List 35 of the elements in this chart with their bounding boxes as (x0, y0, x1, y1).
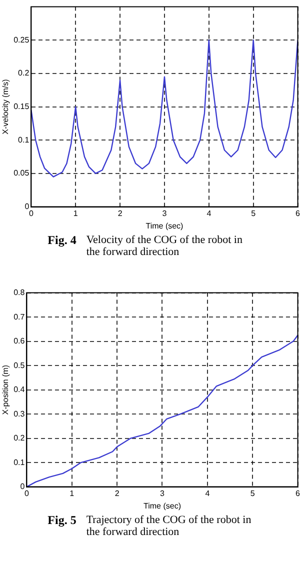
text: Trajectory of the COG of the robot in the forward direction (86, 514, 252, 538)
x-tick-label: 6 (296, 488, 301, 498)
x-tick-label: 3 (162, 208, 168, 218)
y-tick-label: 0.05 (14, 168, 30, 178)
x-tick-label: 2 (118, 208, 123, 218)
y-tick-label: 0.2 (14, 434, 26, 443)
text: Velocity of the COG of the robot in the forward direction (86, 234, 244, 258)
x-tick-label: 2 (114, 488, 120, 498)
y-tick-label: 0.15 (14, 102, 30, 112)
y-tick-label: 0 (24, 202, 30, 212)
y-tick-label: 0.4 (14, 385, 26, 394)
x-tick-label: 4 (205, 488, 210, 498)
y-axis-title: X-position (m) (1, 364, 10, 415)
x-tick-label: 1 (73, 208, 78, 218)
y-tick-label: 0.5 (14, 360, 26, 370)
x-tick-label: 6 (296, 208, 301, 218)
y-tick-label: 0.3 (14, 409, 26, 418)
x-tick-label: 5 (250, 488, 256, 498)
x-tick-label: 1 (70, 488, 75, 498)
y-tick-label: 0.8 (14, 288, 26, 298)
caption: Fig. 4 (48, 233, 76, 249)
y-tick-label: 0 (20, 482, 26, 492)
y-tick-label: 0.6 (14, 336, 26, 346)
caption: Fig. 5 (48, 513, 76, 529)
x-tick-label: 4 (206, 208, 212, 218)
y-tick-label: 0.1 (18, 135, 30, 144)
y-tick-label: 0.25 (14, 35, 30, 44)
x-axis-title: Time (sec) (146, 221, 184, 230)
x-tick-label: 3 (160, 488, 166, 498)
x-tick-label: 5 (251, 208, 256, 218)
x-axis-title: Time (sec) (144, 501, 182, 510)
y-tick-label: 0.2 (18, 68, 30, 78)
y-tick-label: 0.7 (14, 312, 26, 322)
y-tick-label: 0.1 (14, 458, 26, 467)
y-axis-title: X-velocity (m/s) (1, 78, 10, 134)
